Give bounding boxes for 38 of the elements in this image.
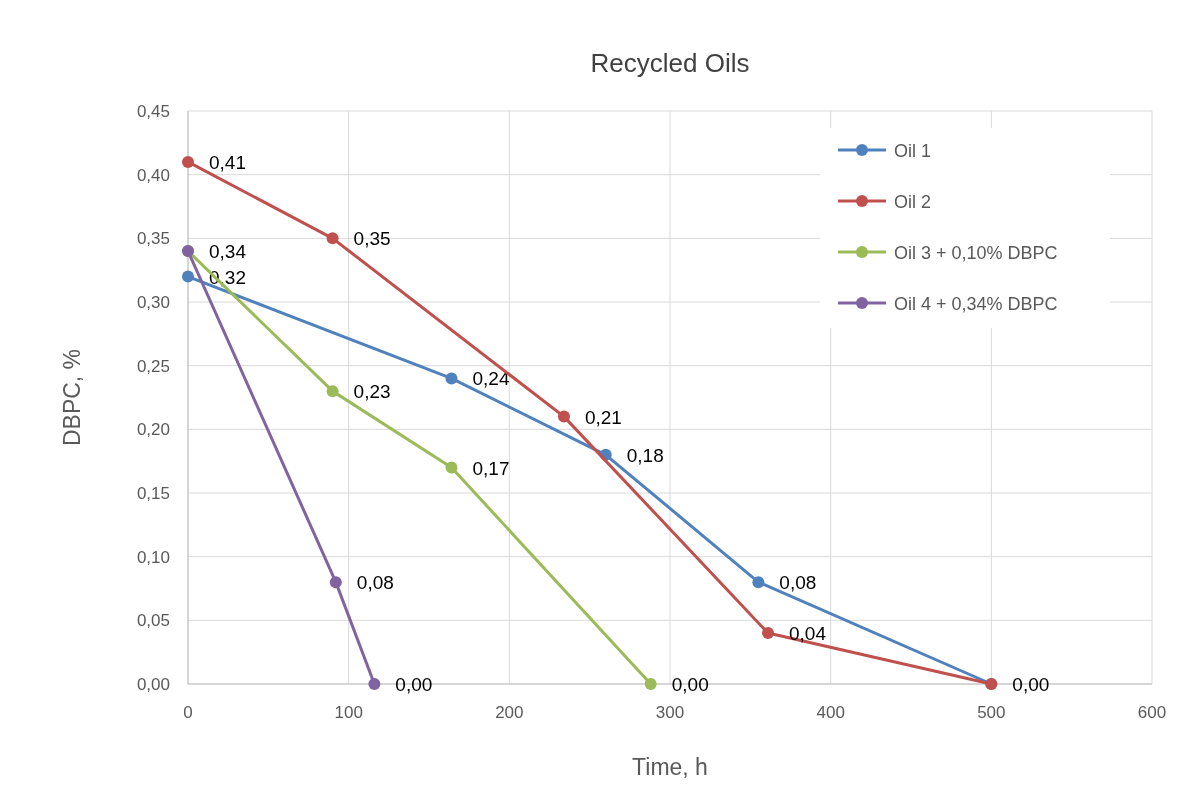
data-label: 0,34 (209, 241, 247, 263)
x-tick-label: 100 (334, 703, 363, 722)
x-axis-title: Time, h (632, 754, 708, 780)
y-tick-label: 0,40 (136, 165, 170, 185)
y-axis-title: DBPC, % (59, 348, 85, 447)
x-tick-label: 300 (655, 703, 685, 722)
chart-title: Recycled Oils (590, 48, 750, 78)
data-label: 0,23 (353, 381, 391, 403)
x-tick-label: 0 (183, 703, 193, 722)
data-label: 0,00 (671, 674, 709, 695)
data-label: 0,08 (779, 572, 817, 594)
data-label: 0,35 (353, 228, 391, 250)
data-label: 0,18 (626, 444, 664, 466)
data-label: 0,17 (472, 457, 510, 479)
y-tick-label: 0,30 (136, 293, 170, 312)
x-tick-label: 600 (1137, 703, 1167, 722)
y-tick-label: 0,10 (136, 547, 170, 567)
legend-label: Oil 4 + 0,34% DBPC (894, 294, 1058, 314)
x-tick-label: 500 (977, 703, 1006, 722)
data-label: 0,00 (1012, 674, 1050, 695)
y-tick-label: 0,15 (136, 484, 170, 503)
x-tick-label: 400 (816, 703, 845, 722)
data-label: 0,41 (209, 151, 246, 173)
data-label: 0,21 (584, 406, 622, 428)
data-label: 0,04 (789, 623, 827, 645)
data-label: 0,24 (472, 368, 510, 390)
y-tick-label: 0,20 (136, 420, 170, 440)
legend-label: Oil 2 (894, 192, 932, 212)
data-label: 0,08 (356, 572, 394, 594)
y-tick-label: 0,25 (136, 356, 170, 376)
legend-label: Oil 3 + 0,10% DBPC (894, 243, 1058, 263)
y-tick-label: 0,35 (136, 229, 170, 249)
y-tick-label: 0,05 (136, 611, 170, 631)
y-tick-label: 0,00 (136, 675, 170, 694)
x-tick-label: 200 (495, 703, 524, 722)
legend-label: Oil 1 (894, 141, 932, 161)
data-label: 0,00 (395, 674, 433, 695)
y-tick-label: 0,45 (136, 102, 170, 121)
